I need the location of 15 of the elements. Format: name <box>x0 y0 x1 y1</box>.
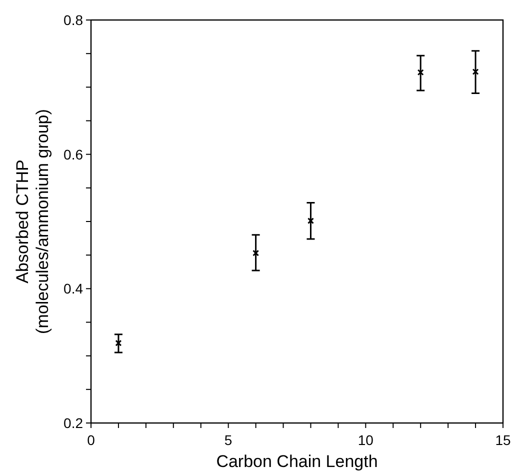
y-tick-label: 0.2 <box>64 415 84 431</box>
point <box>252 250 260 256</box>
point <box>307 218 314 224</box>
y-tick-label: 0.8 <box>64 12 84 28</box>
y-tick-label: 0.4 <box>64 280 84 297</box>
x-tick-label: 5 <box>224 432 232 448</box>
x-tick-label: 15 <box>495 432 511 448</box>
y-axis-title: Absorbed CTHP (molecules/ammonium group) <box>13 109 52 334</box>
point <box>115 340 122 346</box>
x-axis-title: Carbon Chain Length <box>216 452 378 471</box>
y-tick-label: 0.6 <box>64 146 84 162</box>
x-tick-label: 10 <box>358 432 374 448</box>
x-tick-label: 0 <box>87 432 96 448</box>
point <box>472 68 479 75</box>
point <box>417 69 424 76</box>
